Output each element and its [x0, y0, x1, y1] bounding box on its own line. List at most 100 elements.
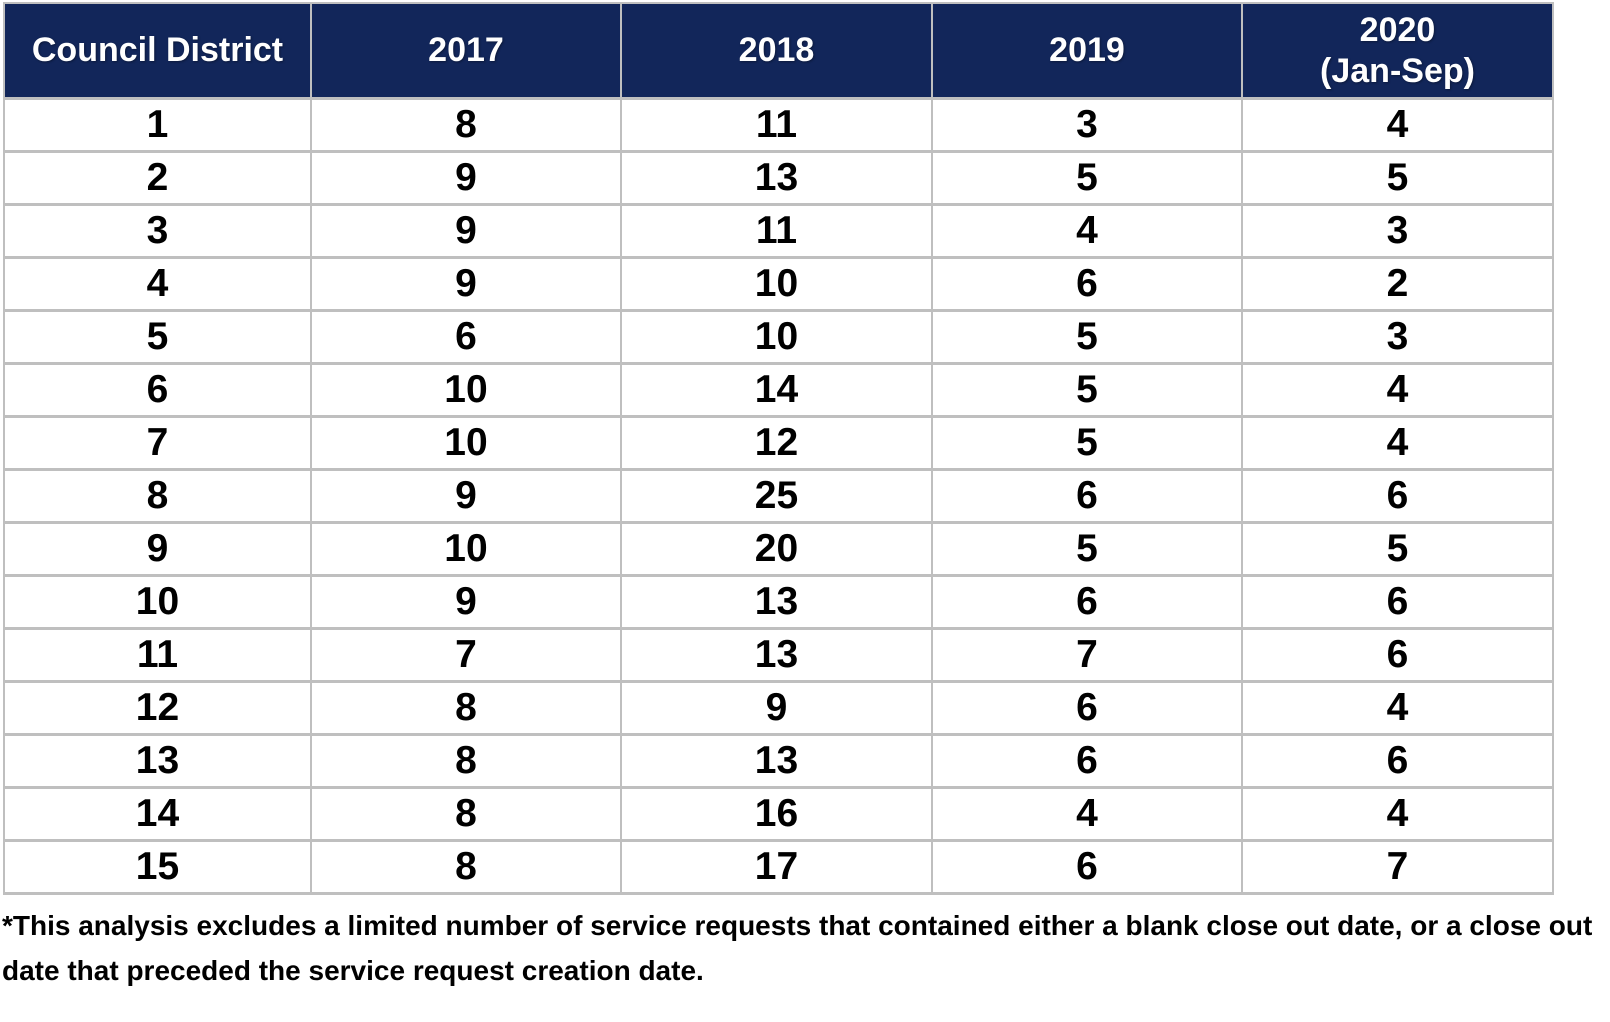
table-row: 9 10 20 5 5: [3, 521, 1554, 577]
count-cell: 4: [931, 786, 1243, 842]
count-cell: 10: [310, 521, 622, 577]
count-cell: 6: [931, 839, 1243, 895]
count-cell: 16: [620, 786, 933, 842]
count-cell: 10: [310, 362, 622, 418]
table-row: 13 8 13 6 6: [3, 733, 1554, 789]
count-cell: 13: [620, 733, 933, 789]
count-cell: 9: [310, 203, 622, 259]
table-row: 12 8 9 6 4: [3, 680, 1554, 736]
count-cell: 7: [310, 627, 622, 683]
table-header: Council District 2017 2018 2019 2020 (Ja…: [3, 2, 1554, 100]
council-district-cell: 11: [3, 627, 312, 683]
table-row: 6 10 14 5 4: [3, 362, 1554, 418]
table-body: 1 8 11 3 4 2 9 13 5 5 3 9 11 4 3 4 9 10 6 2 5 6 10 5 3 6 10 14 5 4 7 10…: [3, 97, 1554, 895]
count-cell: 5: [931, 150, 1243, 206]
count-cell: 5: [931, 309, 1243, 365]
count-cell: 6: [931, 256, 1243, 312]
count-cell: 8: [310, 839, 622, 895]
council-district-cell: 1: [3, 97, 312, 153]
council-district-cell: 14: [3, 786, 312, 842]
count-cell: 2: [1241, 256, 1554, 312]
table-row: 4 9 10 6 2: [3, 256, 1554, 312]
count-cell: 5: [931, 521, 1243, 577]
count-cell: 8: [310, 733, 622, 789]
count-cell: 7: [1241, 839, 1554, 895]
count-cell: 3: [931, 97, 1243, 153]
count-cell: 14: [620, 362, 933, 418]
count-cell: 6: [1241, 733, 1554, 789]
council-district-cell: 6: [3, 362, 312, 418]
table-row: 15 8 17 6 7: [3, 839, 1554, 895]
count-cell: 9: [310, 574, 622, 630]
council-district-cell: 5: [3, 309, 312, 365]
count-cell: 6: [931, 733, 1243, 789]
count-cell: 8: [310, 786, 622, 842]
count-cell: 5: [1241, 150, 1554, 206]
council-district-cell: 8: [3, 468, 312, 524]
service-requests-by-district-table: Council District 2017 2018 2019 2020 (Ja…: [3, 2, 1554, 895]
table-row: 3 9 11 4 3: [3, 203, 1554, 259]
count-cell: 5: [931, 415, 1243, 471]
council-district-cell: 3: [3, 203, 312, 259]
count-cell: 13: [620, 150, 933, 206]
table-row: 11 7 13 7 6: [3, 627, 1554, 683]
count-cell: 5: [1241, 521, 1554, 577]
count-cell: 4: [1241, 786, 1554, 842]
count-cell: 9: [310, 256, 622, 312]
count-cell: 4: [1241, 97, 1554, 153]
council-district-cell: 9: [3, 521, 312, 577]
count-cell: 6: [931, 680, 1243, 736]
council-district-cell: 7: [3, 415, 312, 471]
count-cell: 3: [1241, 203, 1554, 259]
count-cell: 6: [1241, 574, 1554, 630]
header-council-district: Council District: [3, 2, 312, 100]
header-2018: 2018: [620, 2, 933, 100]
count-cell: 6: [1241, 468, 1554, 524]
table-row: 10 9 13 6 6: [3, 574, 1554, 630]
count-cell: 9: [620, 680, 933, 736]
count-cell: 8: [310, 97, 622, 153]
count-cell: 6: [931, 574, 1243, 630]
count-cell: 6: [310, 309, 622, 365]
count-cell: 6: [1241, 627, 1554, 683]
table-row: 7 10 12 5 4: [3, 415, 1554, 471]
council-district-cell: 12: [3, 680, 312, 736]
count-cell: 4: [931, 203, 1243, 259]
council-district-cell: 10: [3, 574, 312, 630]
council-district-cell: 2: [3, 150, 312, 206]
count-cell: 12: [620, 415, 933, 471]
header-2019: 2019: [931, 2, 1243, 100]
count-cell: 10: [620, 256, 933, 312]
header-row: Council District 2017 2018 2019 2020 (Ja…: [3, 2, 1554, 100]
count-cell: 13: [620, 574, 933, 630]
count-cell: 25: [620, 468, 933, 524]
count-cell: 20: [620, 521, 933, 577]
footnote: *This analysis excludes a limited number…: [2, 910, 1593, 986]
count-cell: 7: [931, 627, 1243, 683]
count-cell: 11: [620, 97, 933, 153]
table-row: 1 8 11 3 4: [3, 97, 1554, 153]
count-cell: 10: [620, 309, 933, 365]
count-cell: 5: [931, 362, 1243, 418]
count-cell: 13: [620, 627, 933, 683]
count-cell: 4: [1241, 362, 1554, 418]
table-row: 5 6 10 5 3: [3, 309, 1554, 365]
count-cell: 3: [1241, 309, 1554, 365]
count-cell: 9: [310, 468, 622, 524]
council-district-cell: 15: [3, 839, 312, 895]
council-district-cell: 4: [3, 256, 312, 312]
count-cell: 17: [620, 839, 933, 895]
count-cell: 6: [931, 468, 1243, 524]
count-cell: 4: [1241, 680, 1554, 736]
count-cell: 4: [1241, 415, 1554, 471]
header-2020-jan-sep: 2020 (Jan-Sep): [1241, 2, 1554, 100]
count-cell: 8: [310, 680, 622, 736]
table-row: 8 9 25 6 6: [3, 468, 1554, 524]
count-cell: 10: [310, 415, 622, 471]
count-cell: 11: [620, 203, 933, 259]
council-district-cell: 13: [3, 733, 312, 789]
table-row: 14 8 16 4 4: [3, 786, 1554, 842]
header-2017: 2017: [310, 2, 622, 100]
count-cell: 9: [310, 150, 622, 206]
